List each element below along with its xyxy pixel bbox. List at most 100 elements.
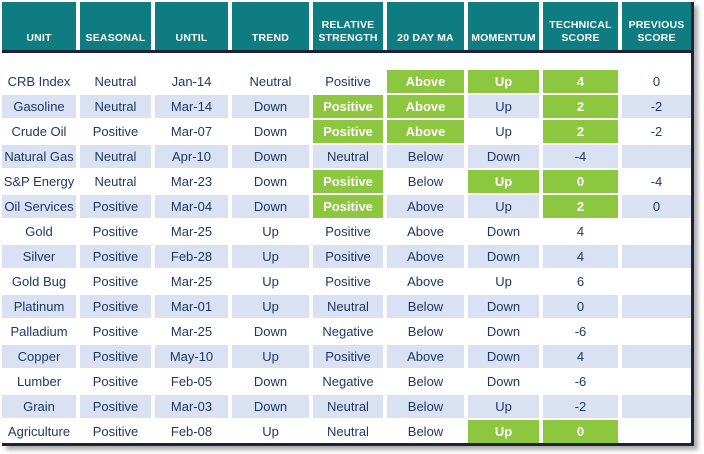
table-cell: Below <box>387 170 464 193</box>
table-row: S&P Energy Neutral Mar-23 Down Positive Below… <box>2 170 691 193</box>
table-cell: Down <box>232 195 309 218</box>
unit-cell: Natural Gas <box>2 145 76 168</box>
table-cell: -6 <box>543 370 618 393</box>
unit-cell: Oil Services <box>2 195 76 218</box>
column-header: MOMENTUM <box>468 2 539 50</box>
table-cell <box>622 320 691 343</box>
table-cell: -4 <box>622 170 691 193</box>
table-cell: Mar-03 <box>155 395 228 418</box>
unit-cell: CRB Index <box>2 70 76 93</box>
table-row: Oil Services Positive Mar-04 Down Positive Ab… <box>2 195 691 218</box>
table-cell: Up <box>232 345 309 368</box>
table-cell: Mar-25 <box>155 320 228 343</box>
table-cell: Up <box>232 270 309 293</box>
table-row: Crude Oil Positive Mar-07 Down Positive Above… <box>2 120 691 143</box>
table-cell: Below <box>387 145 464 168</box>
table-cell: Neutral <box>80 70 151 93</box>
table-cell: Up <box>232 220 309 243</box>
unit-cell: Grain <box>2 395 76 418</box>
table-cell: 2 <box>543 120 618 143</box>
table-cell: Down <box>232 395 309 418</box>
table-cell: Positive <box>80 370 151 393</box>
table-cell: Above <box>387 245 464 268</box>
unit-cell: Palladium <box>2 320 76 343</box>
table-cell: Positive <box>313 345 383 368</box>
table-cell: Down <box>232 370 309 393</box>
table-cell: Below <box>387 395 464 418</box>
table-cell: 0 <box>543 170 618 193</box>
table-cell: Positive <box>80 395 151 418</box>
table-cell: Up <box>468 270 539 293</box>
table-cell: Positive <box>313 120 383 143</box>
column-header: PREVIOUS SCORE <box>622 2 691 50</box>
table-row: Platinum Positive Mar-01 Up Neutral Below Down… <box>2 295 691 318</box>
table-row: Silver Positive Feb-28 Up Positive Above Down 4 <box>2 245 691 268</box>
table-cell: 0 <box>622 195 691 218</box>
table-cell: Positive <box>80 245 151 268</box>
table-cell: Down <box>468 245 539 268</box>
unit-cell: Platinum <box>2 295 76 318</box>
table-cell: Positive <box>80 295 151 318</box>
table-row: Grain Positive Mar-03 Down Neutral Below Up -2 <box>2 395 691 418</box>
table-cell: Negative <box>313 320 383 343</box>
table-cell: Down <box>232 95 309 118</box>
table-cell: Up <box>468 195 539 218</box>
table-cell: Up <box>468 120 539 143</box>
column-header: SEASONAL <box>80 2 151 50</box>
table-cell: Down <box>232 170 309 193</box>
table-cell: Positive <box>313 270 383 293</box>
table-cell: Neutral <box>80 145 151 168</box>
table-cell <box>622 270 691 293</box>
table-cell: 4 <box>543 345 618 368</box>
column-header: TREND <box>232 2 309 50</box>
unit-cell: Crude Oil <box>2 120 76 143</box>
table-cell <box>622 145 691 168</box>
table-cell: 2 <box>543 95 618 118</box>
table-cell: Positive <box>80 195 151 218</box>
table-cell: Negative <box>313 370 383 393</box>
table-cell: 4 <box>543 220 618 243</box>
table-cell: -4 <box>543 145 618 168</box>
table-row: Gasoline Neutral Mar-14 Down Positive Above Up… <box>2 95 691 118</box>
unit-cell: Copper <box>2 345 76 368</box>
table-cell: Down <box>232 120 309 143</box>
table-cell: Below <box>387 295 464 318</box>
table-cell: Above <box>387 95 464 118</box>
table-cell: Up <box>232 295 309 318</box>
table-cell: Mar-25 <box>155 270 228 293</box>
table-cell: Up <box>468 95 539 118</box>
table-cell: Positive <box>80 420 151 443</box>
table-cell: Positive <box>313 70 383 93</box>
table-cell: -2 <box>622 95 691 118</box>
table-row: Gold Bug Positive Mar-25 Up Positive Above Up 6 <box>2 270 691 293</box>
spacer-row <box>2 53 691 68</box>
unit-cell: S&P Energy <box>2 170 76 193</box>
unit-cell: Agriculture <box>2 420 76 443</box>
table-cell: Positive <box>80 320 151 343</box>
table-cell <box>622 345 691 368</box>
table-cell: Above <box>387 220 464 243</box>
table-cell: Neutral <box>313 145 383 168</box>
column-header: TECHNICAL SCORE <box>543 2 618 50</box>
table-cell: 6 <box>543 270 618 293</box>
table-cell: -2 <box>622 120 691 143</box>
header-divider <box>2 50 691 53</box>
table-row: Lumber Positive Feb-05 Down Negative Below Dow… <box>2 370 691 393</box>
table-cell: Above <box>387 345 464 368</box>
table-cell: Down <box>468 295 539 318</box>
table-cell: Up <box>232 245 309 268</box>
table-cell: 2 <box>543 195 618 218</box>
table-cell: Positive <box>80 345 151 368</box>
table-cell <box>622 420 691 443</box>
table-cell: Up <box>232 420 309 443</box>
table-cell: Neutral <box>80 170 151 193</box>
table-cell: 4 <box>543 245 618 268</box>
table-cell: Below <box>387 320 464 343</box>
table-cell: Positive <box>313 245 383 268</box>
table-cell: Up <box>468 395 539 418</box>
table-cell <box>622 245 691 268</box>
table-cell <box>622 220 691 243</box>
table-row: Agriculture Positive Feb-08 Up Neutral Below U… <box>2 420 691 443</box>
table-row: CRB Index Neutral Jan-14 Neutral Positive Abo… <box>2 70 691 93</box>
